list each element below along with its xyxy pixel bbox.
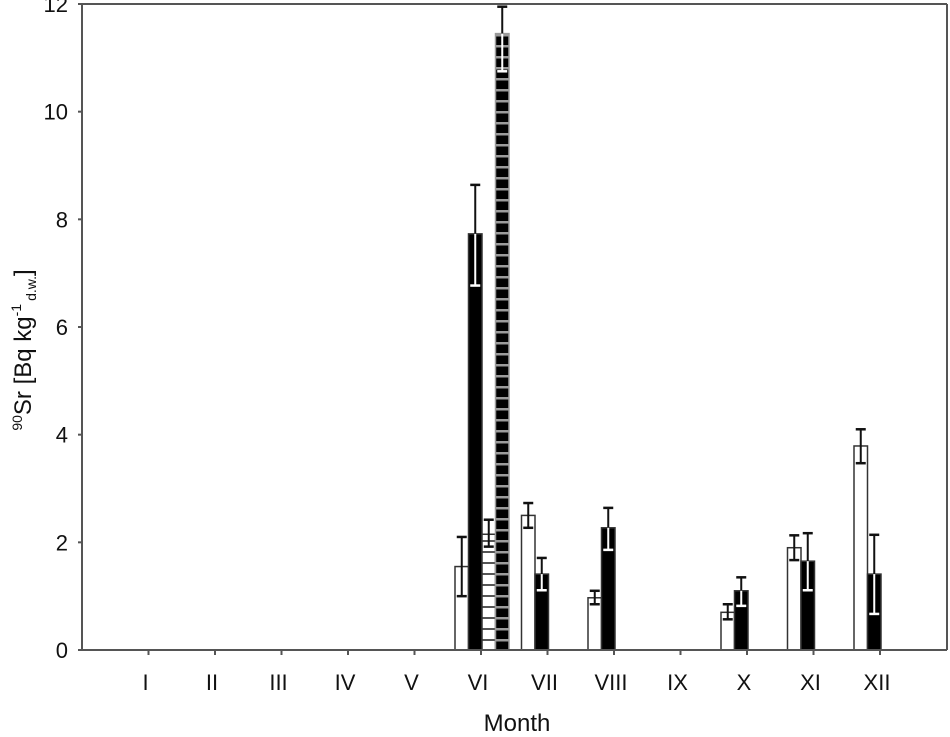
y-tick-label: 8 bbox=[56, 207, 68, 232]
x-tick-label: VII bbox=[531, 670, 558, 695]
y-axis-title: 90Sr [Bq kg-1 d.w.] bbox=[8, 269, 39, 430]
x-tick-label: IV bbox=[335, 670, 356, 695]
x-tick-label: VI bbox=[468, 670, 489, 695]
y-axis-title-close: ] bbox=[10, 269, 37, 276]
y-axis-title-sub: d.w. bbox=[23, 276, 39, 301]
x-tick-label: VIII bbox=[594, 670, 627, 695]
x-tick-label: IX bbox=[667, 670, 688, 695]
bar bbox=[587, 597, 603, 651]
bars-layer bbox=[454, 5, 882, 651]
x-tick-label: X bbox=[737, 670, 752, 695]
bar bbox=[481, 533, 497, 651]
bar bbox=[853, 445, 869, 651]
x-tick-label: XI bbox=[800, 670, 821, 695]
y-tick-label: 0 bbox=[56, 638, 68, 663]
x-tick-label: III bbox=[269, 670, 287, 695]
plot-frame bbox=[82, 3, 948, 650]
x-axis-title: Month bbox=[484, 710, 551, 737]
y-tick-label: 10 bbox=[44, 100, 68, 125]
bar bbox=[786, 546, 802, 651]
x-axis: I II III IV V VI VII VIII IX X XI XII bbox=[78, 649, 947, 695]
bar bbox=[520, 514, 536, 651]
y-tick-label: 4 bbox=[56, 423, 68, 448]
x-tick-label: II bbox=[206, 670, 218, 695]
y-tick-label: 6 bbox=[56, 315, 68, 340]
y-tick-label: 2 bbox=[56, 530, 68, 555]
x-tick-label: V bbox=[404, 670, 419, 695]
bar bbox=[494, 32, 510, 651]
y-axis: 0 2 4 6 8 10 12 bbox=[44, 0, 83, 663]
x-tick-label: I bbox=[142, 670, 148, 695]
y-axis-title-sup: 90 bbox=[9, 415, 25, 431]
y-axis-title-exp: -1 bbox=[8, 304, 24, 317]
bar bbox=[467, 233, 483, 651]
y-axis-title-main: Sr [Bq kg bbox=[10, 316, 37, 415]
y-tick-label: 12 bbox=[44, 0, 68, 17]
x-tick-label: XII bbox=[864, 670, 891, 695]
